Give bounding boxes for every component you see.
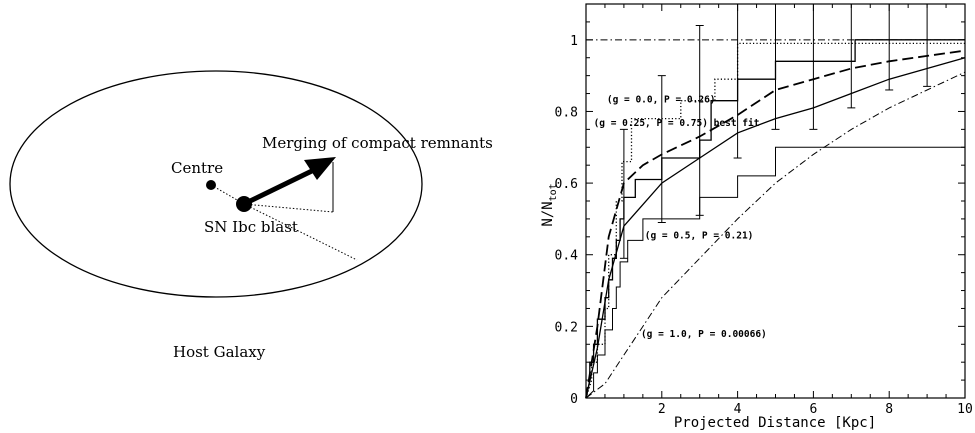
- sn-blast-dot: [236, 196, 252, 212]
- y-tick-label: 0.8: [555, 105, 578, 120]
- kick-arrow-shaft: [242, 165, 320, 207]
- projection-line-horizontal: [243, 203, 334, 213]
- tick-layer: 2 4 6 8 10 0 0.2 0.4 0.6 0.8 1: [555, 3, 973, 417]
- centre-dot: [206, 180, 216, 190]
- cumulative-distance-chart: 2 4 6 8 10 0 0.2 0.4 0.6 0.8 1 (g = 0.0, P = 0.26)…: [540, 3, 973, 431]
- merging-label: Merging of compact remnants: [262, 134, 493, 152]
- y-axis-title: N/Ntot: [540, 183, 559, 226]
- series-curve-solid-4: [585, 57, 966, 399]
- x-tick-label: 2: [658, 402, 666, 417]
- x-axis-title: Projected Distance [Kpc]: [674, 415, 876, 431]
- curve-annotation-1: (g = 0.25, P = 0.75) best fit: [594, 118, 760, 129]
- y-tick-label: 0.2: [555, 320, 578, 335]
- annotation-layer: (g = 0.0, P = 0.26) (g = 0.25, P = 0.75) …: [594, 95, 767, 341]
- host-galaxy-ellipse: [9, 70, 423, 298]
- y-tick-label: 0: [570, 392, 578, 407]
- series-curve-dash-dot-5: [585, 71, 966, 399]
- host-galaxy-diagram: Merging of compact remnants Centre SN Ib…: [9, 70, 493, 361]
- kick-arrow-head: [304, 157, 336, 180]
- curve-annotation-2: (g = 0.5, P = 0.21): [645, 231, 754, 242]
- x-tick-label: 4: [734, 402, 742, 417]
- errorbar-layer: [619, 4, 932, 259]
- y-tick-label: 1: [570, 34, 578, 49]
- curve-annotation-3: (g = 1.0, P = 0.00066): [641, 329, 767, 340]
- y-tick-label: 0.6: [555, 177, 578, 192]
- host-galaxy-label: Host Galaxy: [173, 343, 266, 361]
- y-tick-label: 0.4: [555, 249, 579, 264]
- series-curve-long-dash-3: [585, 49, 966, 399]
- x-tick-label: 6: [809, 402, 817, 417]
- x-tick-label: 10: [957, 402, 973, 417]
- projection-line: [243, 203, 358, 261]
- x-tick-label: 8: [885, 402, 893, 417]
- centre-label: Centre: [171, 159, 223, 177]
- sn-blast-label: SN Ibc blast: [204, 218, 298, 236]
- series-step-thin-solid-2: [585, 146, 965, 399]
- curve-annotation-0: (g = 0.0, P = 0.26): [607, 95, 716, 106]
